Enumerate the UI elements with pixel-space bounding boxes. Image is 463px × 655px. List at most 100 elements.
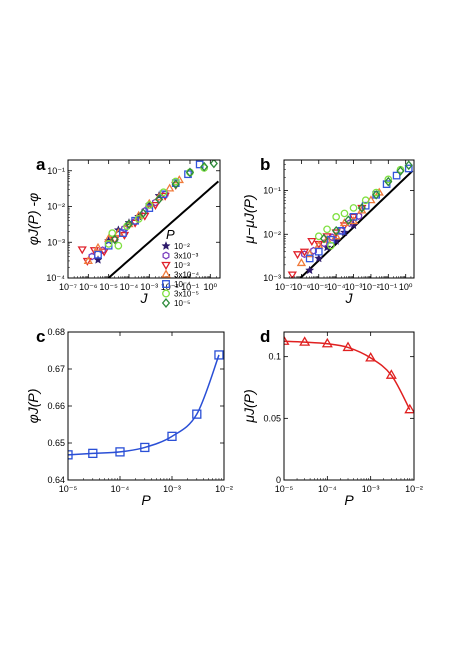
legend-marker (162, 289, 170, 298)
x-tick-label-d: 10⁻⁴ (318, 484, 337, 494)
data-point-b (301, 250, 308, 259)
y-tick-label-d: 0.05 (263, 413, 281, 423)
y-tick-label-a: 10⁻³ (47, 237, 65, 247)
axis-ticks-c: 10⁻⁵ 10⁻⁴ 10⁻³ 10⁻² 0.64 0.65 0.66 0.67 0.68 (47, 327, 232, 494)
data-point-a (108, 229, 117, 237)
y-tick-label-c: 0.68 (47, 327, 65, 337)
data-point-a (139, 208, 148, 219)
data-point-a (152, 198, 159, 207)
data-point-a (93, 242, 103, 251)
x-axis-label-c: P (141, 492, 151, 508)
legend-title: P (166, 227, 175, 242)
series-b-6 (319, 160, 413, 244)
data-point-b (319, 233, 329, 244)
plot-frame-c (67, 331, 225, 481)
y-axis-label-b: μ−μJ(P) (241, 194, 257, 244)
x-tick-label-d: 10⁻⁵ (275, 484, 294, 494)
data-point-b (392, 171, 401, 180)
legend-entry: 10⁻⁴ (162, 280, 191, 289)
x-tick-label-a: 10⁻¹ (181, 282, 199, 292)
legend-entry: 10⁻² (161, 241, 190, 251)
data-point-b (296, 258, 307, 267)
data-point-d (342, 341, 354, 352)
data-point-d (365, 352, 377, 362)
legend-label: 10⁻⁵ (174, 299, 190, 308)
legend-entry: 3x10⁻⁵ (162, 289, 199, 299)
series-c-0 (68, 350, 224, 460)
data-point-c (192, 409, 202, 419)
data-point-b (349, 213, 358, 221)
data-point-b (323, 225, 331, 234)
x-tick-label-b: 10⁻⁶ (292, 282, 311, 292)
plot-frame-d (283, 331, 415, 481)
x-tick-label-a: 10⁻⁴ (120, 282, 139, 292)
panel-label-b: b (260, 155, 270, 174)
data-point-a (110, 234, 119, 245)
data-point-b (292, 251, 303, 260)
data-point-a (110, 236, 120, 245)
data-point-b (344, 215, 353, 226)
panel-label-a: a (36, 155, 46, 174)
plot-area-a (77, 160, 220, 278)
legend-label: 10⁻⁴ (174, 280, 191, 289)
data-point-b (372, 189, 381, 200)
data-point-a (145, 204, 154, 212)
x-tick-label-b: 10⁻³ (345, 282, 363, 292)
data-point-c (214, 350, 224, 360)
y-tick-label-b: 10⁻¹ (263, 186, 281, 196)
y-tick-label-a: 10⁻⁴ (46, 273, 65, 283)
legend-marker (161, 298, 171, 308)
series-a-6 (110, 160, 218, 245)
data-point-b (396, 166, 405, 176)
y-tick-label-d: 0 (276, 475, 281, 485)
plot-frame-a (67, 159, 221, 279)
y-tick-label-c: 0.66 (47, 401, 65, 411)
data-point-a (104, 240, 113, 248)
panel-label-c: c (36, 327, 45, 346)
data-point-a (114, 241, 123, 250)
data-point-b (322, 234, 332, 243)
data-point-a (159, 188, 168, 197)
data-point-a (144, 198, 154, 207)
x-tick-label-c: 10⁻³ (163, 484, 181, 494)
y-axis-label-d: μJ(P) (241, 389, 257, 423)
data-point-b (305, 265, 315, 275)
y-tick-label-c: 0.67 (47, 364, 65, 374)
x-tick-label-b: 10⁻² (362, 282, 380, 292)
legend-marker (162, 280, 170, 288)
data-point-a (119, 229, 127, 237)
plot-panel-c: 10⁻⁵ 10⁻⁴ 10⁻³ 10⁻² 0.64 0.65 0.66 0.67 0.68 PφJ(… (25, 327, 233, 508)
series-line-d (284, 340, 411, 411)
plot-area-c (68, 350, 224, 460)
legend-marker (162, 251, 170, 260)
data-point-a (164, 183, 175, 192)
plot-area-b (287, 160, 414, 278)
data-point-a (134, 215, 143, 223)
data-point-b (310, 246, 317, 255)
data-point-a (185, 167, 195, 178)
data-point-d (404, 403, 414, 414)
x-tick-label-c: 10⁻² (215, 484, 233, 494)
data-point-b (299, 248, 310, 257)
axis-ticks-d: 10⁻⁵ 10⁻⁴ 10⁻³ 10⁻² 0 0.05 0.1 (263, 332, 423, 494)
data-point-b (331, 231, 341, 240)
x-axis-label-b: J (345, 290, 354, 306)
x-tick-label-c: 10⁻⁴ (111, 484, 130, 494)
plot-panel-b: 10⁻⁷ 10⁻⁶10⁻⁵10⁻⁴ 10⁻³ 10⁻² 10⁻¹ 10⁰10⁻³10⁻²1… (241, 159, 415, 306)
data-point-b (372, 188, 381, 197)
data-point-a (150, 201, 161, 211)
data-point-a (209, 160, 218, 169)
y-tick-label-b: 10⁻³ (263, 273, 281, 283)
y-axis-label-a: φJ(P) -φ (25, 193, 41, 245)
data-point-b (384, 175, 393, 184)
data-point-a (124, 219, 134, 230)
y-axis-label-c: φJ(P) (25, 389, 41, 424)
data-point-b (314, 247, 323, 256)
y-tick-label-a: 10⁻² (47, 202, 65, 212)
legend-entry: 10⁻³ (161, 261, 190, 271)
data-point-b (357, 203, 366, 213)
plot-frame-b (283, 159, 415, 279)
